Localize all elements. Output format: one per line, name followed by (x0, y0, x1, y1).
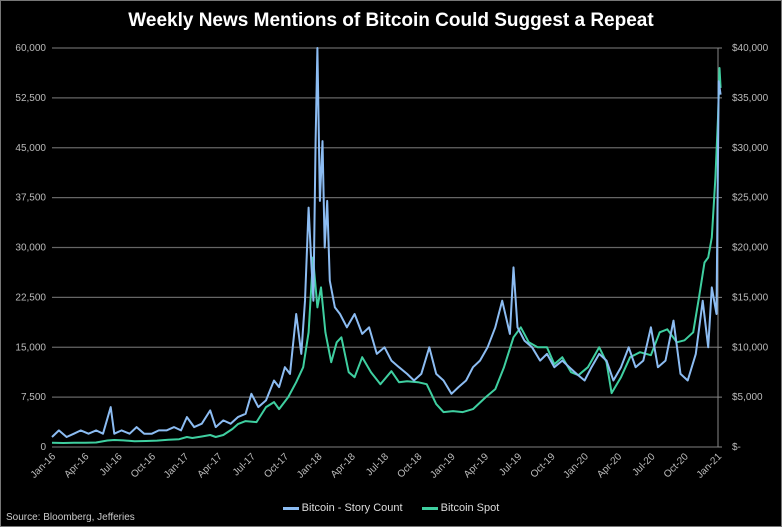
y-left-tick-label: 60,000 (15, 43, 46, 54)
series-line-bitcoin-spot (51, 67, 722, 444)
x-tick-label: Jul-18 (364, 451, 391, 478)
y-right-tick-label: $5,000 (732, 392, 763, 403)
legend: Bitcoin - Story Count Bitcoin Spot (0, 502, 782, 514)
x-tick-label: Oct-18 (395, 451, 424, 480)
x-tick-label: Apr-19 (462, 451, 491, 480)
legend-item-story-count: Bitcoin - Story Count (282, 502, 403, 514)
x-tick-label: Apr-20 (595, 451, 624, 480)
y-right-tick-label: $35,000 (732, 93, 769, 104)
y-right-tick-label: $15,000 (732, 292, 769, 303)
chart-title: Weekly News Mentions of Bitcoin Could Su… (128, 10, 654, 31)
legend-item-bitcoin-spot: Bitcoin Spot (421, 502, 500, 514)
y-right-tick-label: $10,000 (732, 342, 769, 353)
y-right-tick-label: $30,000 (732, 143, 769, 154)
y-left-tick-label: 37,500 (15, 193, 46, 204)
x-tick-label: Apr-18 (329, 451, 358, 480)
legend-label: Bitcoin Spot (440, 502, 500, 514)
y-right-tick-label: $20,000 (732, 243, 769, 254)
x-tick-label: Jan-20 (562, 451, 592, 481)
x-tick-label: Jul-19 (497, 451, 524, 478)
x-tick-label: Oct-17 (262, 451, 291, 480)
x-tick-label: Jul-17 (231, 451, 258, 478)
y-right-tick-label: $25,000 (732, 193, 769, 204)
y-left-tick-label: 7,500 (21, 392, 46, 403)
x-tick-label: Jan-21 (695, 451, 725, 481)
legend-swatch (282, 506, 299, 510)
x-tick-label: Jan-17 (162, 451, 192, 481)
x-tick-label: Apr-16 (62, 451, 91, 480)
y-right-tick-label: $- (732, 442, 741, 453)
x-tick-label: Jul-16 (98, 451, 125, 478)
y-left-tick-label: 0 (40, 442, 46, 453)
y-left-tick-label: 52,500 (15, 93, 46, 104)
y-left-tick-label: 45,000 (15, 143, 46, 154)
x-tick-label: Jan-19 (428, 451, 458, 481)
y-left-tick-label: 22,500 (15, 292, 46, 303)
x-tick-label: Oct-20 (662, 451, 691, 480)
legend-swatch (421, 506, 438, 510)
y-right-tick-label: $40,000 (732, 43, 769, 54)
x-tick-label: Jul-20 (630, 451, 657, 478)
legend-label: Bitcoin - Story Count (301, 502, 403, 514)
x-tick-label: Jan-18 (295, 451, 325, 481)
x-tick-label: Oct-19 (529, 451, 558, 480)
series-line-story-count (51, 47, 722, 438)
x-tick-label: Jan-16 (29, 451, 59, 481)
y-left-tick-label: 30,000 (15, 243, 46, 254)
source-note: Source: Bloomberg, Jefferies (6, 512, 135, 523)
y-left-tick-label: 15,000 (15, 342, 46, 353)
x-tick-label: Apr-17 (196, 451, 225, 480)
x-tick-label: Oct-16 (129, 451, 158, 480)
